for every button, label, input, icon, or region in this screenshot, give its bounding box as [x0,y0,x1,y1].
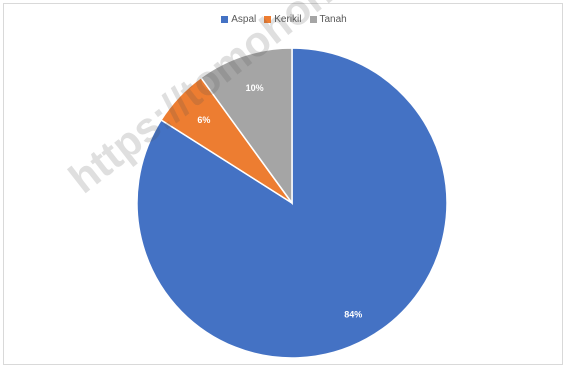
legend-swatch-kerikil [264,16,272,23]
legend-item-aspal: Aspal [221,14,256,25]
pie-slices [136,47,448,359]
legend-swatch-tanah [309,16,317,23]
legend-item-kerikil: Kerikil [264,14,302,25]
pie-data-labels: 84% 6% 10% [197,83,362,319]
legend-label-tanah: Tanah [319,14,347,25]
legend-label-kerikil: Kerikil [274,14,302,25]
chart-legend: Aspal Kerikil Tanah [0,14,568,25]
data-label-kerikil: 6% [197,115,210,125]
legend-label-aspal: Aspal [231,14,257,25]
legend-swatch-aspal [221,16,229,23]
data-label-aspal: 84% [344,309,362,319]
pie-slice-tanah [199,47,293,206]
data-label-tanah: 10% [246,83,264,93]
legend-item-tanah: Tanah [309,14,347,25]
